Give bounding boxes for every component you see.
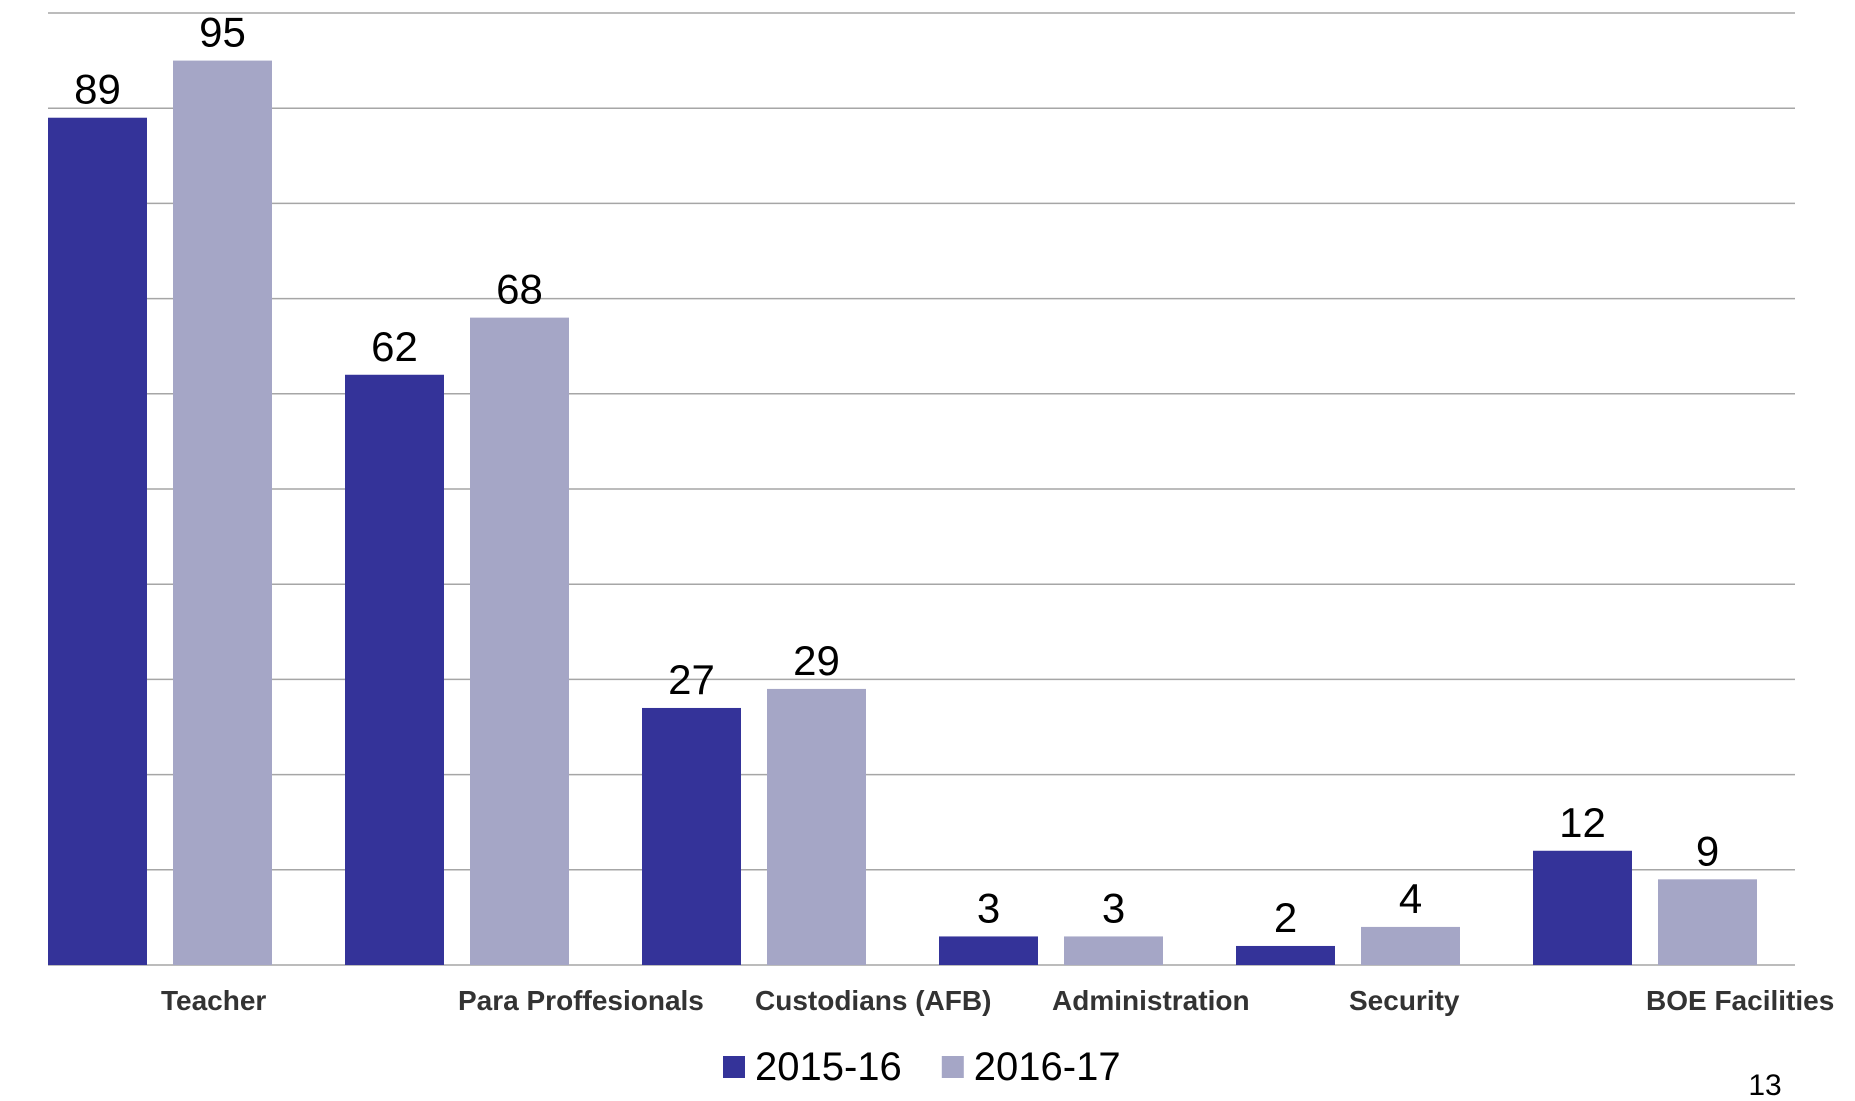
data-label: 3 <box>977 884 1000 931</box>
bar <box>767 688 866 965</box>
legend-swatch <box>941 1056 964 1078</box>
data-label: 89 <box>74 66 121 113</box>
bar <box>1361 926 1460 965</box>
x-tick-label: BOE Facilities <box>1646 985 1834 1016</box>
x-tick-label: Administration <box>1052 985 1250 1016</box>
bar <box>48 117 147 966</box>
data-label: 95 <box>199 9 246 56</box>
x-tick-label: Para Proffesionals <box>458 985 704 1016</box>
data-label: 3 <box>1102 884 1125 931</box>
legend-swatch <box>723 1056 745 1078</box>
page-number: 13 <box>1748 1069 1781 1101</box>
bar <box>1658 879 1757 965</box>
legend-label: 2016-17 <box>974 1045 1121 1089</box>
x-tick-label: Security <box>1349 985 1460 1016</box>
data-label: 62 <box>371 323 418 370</box>
bar <box>1533 850 1632 965</box>
x-tick-label: Custodians (AFB) <box>755 985 991 1016</box>
bar <box>1064 936 1163 965</box>
bar <box>345 374 444 965</box>
data-label: 9 <box>1696 827 1719 874</box>
data-label: 68 <box>496 266 543 313</box>
bar <box>1236 945 1335 965</box>
bar <box>470 317 569 965</box>
bar <box>939 936 1038 965</box>
data-label: 4 <box>1399 875 1422 922</box>
data-label: 29 <box>793 637 840 684</box>
data-label: 2 <box>1274 894 1297 941</box>
data-label: 27 <box>668 656 715 703</box>
legend-label: 2015-16 <box>755 1045 902 1089</box>
x-tick-label: Teacher <box>161 985 266 1016</box>
bar <box>173 60 272 966</box>
bar <box>642 707 741 965</box>
data-label: 12 <box>1559 799 1606 846</box>
